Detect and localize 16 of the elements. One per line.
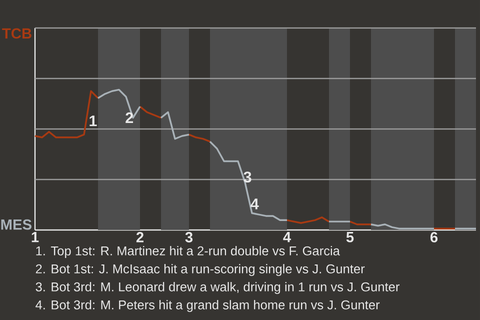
x-tick-label: 1 [32,232,39,242]
annotation: 3 [244,172,252,182]
annotation: 1 [90,116,97,126]
x-tick-label: 4 [283,232,291,242]
text: 3. Bot 3rd: M. Leonard drew a walk, driving in 1 run vs J. Gunter [36,282,400,294]
x-tick-label: 5 [346,232,354,242]
x-tick-label: 2 [136,232,144,242]
text: 1. Top 1st: R. Martinez hit a 2-run double vs F. Garcia [36,246,340,258]
text: TCB [2,28,32,39]
x-tick-label: 3 [185,232,193,242]
text: 2. Bot 1st: J. McIsaac hit a run-scoring single vs J. Gunter [36,264,365,276]
annotation: 2 [126,112,134,124]
x-tick-label: 6 [430,232,438,242]
annotation: 4 [250,198,259,210]
text: 4. Bot 3rd: M. Peters hit a grand slam home run vs J. Gunter [36,300,380,312]
text: MES [1,219,32,230]
